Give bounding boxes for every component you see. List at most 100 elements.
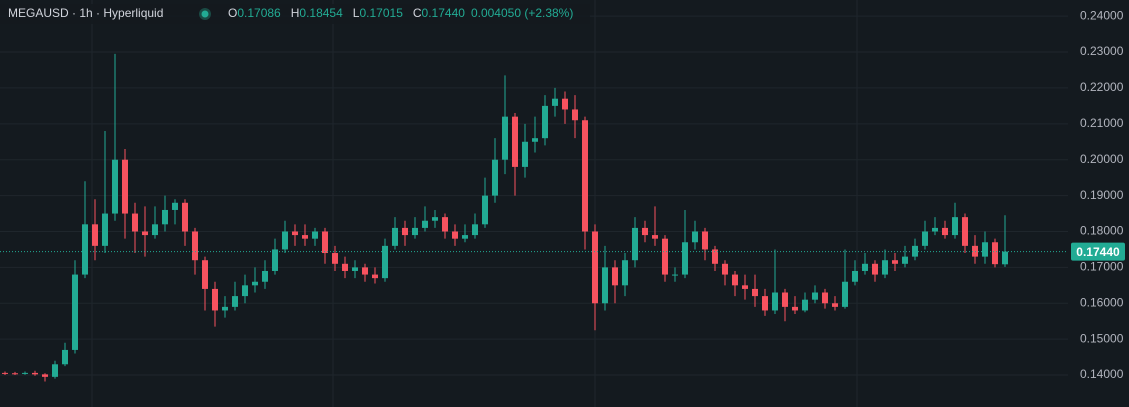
candle-body: [362, 267, 368, 275]
candle-body: [792, 306, 798, 311]
chart-title: MEGAUSD · 1h · Hyperliquid: [8, 6, 163, 20]
candle-body: [532, 138, 538, 142]
candle-body: [732, 274, 738, 286]
candle-body: [242, 285, 248, 297]
candle-body: [862, 263, 868, 271]
candle-body: [552, 98, 558, 106]
candle-body: [752, 288, 758, 297]
y-tick-label: 0.16000: [1080, 295, 1124, 309]
candle-body: [822, 292, 828, 304]
ohlc-value: 0.18454: [299, 6, 343, 20]
candle-body: [432, 217, 438, 221]
candle-body: [882, 260, 888, 275]
candle-body: [932, 227, 938, 232]
candle-body: [2, 372, 8, 374]
candle-body: [392, 227, 398, 246]
y-tick-label: 0.18000: [1080, 224, 1124, 238]
plot-area: [0, 15, 1068, 382]
candle-body: [592, 231, 598, 304]
candle-body: [782, 292, 788, 307]
candle-body: [812, 292, 818, 300]
candle-body: [522, 141, 528, 167]
change: 0.004050 (+2.38%): [471, 6, 573, 20]
candle-body: [702, 231, 708, 250]
candle-body: [672, 274, 678, 276]
candle-body: [922, 231, 928, 246]
candle-body: [312, 231, 318, 239]
last-price-tag: [1071, 242, 1125, 261]
candle-body: [422, 220, 428, 228]
candle-body: [612, 267, 618, 286]
candle-body: [682, 242, 688, 275]
candle-body: [262, 270, 268, 282]
candle-body: [692, 231, 698, 243]
price-axis: 0.14000 0.15000 0.16000 0.17000 0.18000 0.190…: [1071, 8, 1125, 381]
candle-body: [582, 120, 588, 232]
candle-body: [462, 235, 468, 239]
candle-body: [642, 227, 648, 236]
y-tick-label: 0.20000: [1080, 152, 1124, 166]
candle-body: [232, 296, 238, 307]
candle-body: [742, 285, 748, 289]
candle-body: [172, 202, 178, 210]
candle-body: [452, 231, 458, 239]
candle-body: [122, 159, 128, 214]
candle-body: [892, 260, 898, 264]
candle-body: [512, 116, 518, 167]
candle-body: [542, 105, 548, 139]
legend-backdrop: [0, 4, 590, 24]
candle-body: [302, 235, 308, 239]
candle-body: [222, 306, 228, 311]
candle-body: [332, 253, 338, 264]
y-tick-label: 0.24000: [1080, 8, 1124, 22]
candle-body: [572, 109, 578, 121]
candle-body: [602, 267, 608, 304]
candle-body: [852, 270, 858, 282]
candle-body: [142, 231, 148, 236]
candle-body: [272, 249, 278, 271]
candle-body: [942, 227, 948, 236]
candle-body: [132, 213, 138, 232]
candle-body: [632, 227, 638, 261]
candle-body: [322, 231, 328, 254]
ohlc-key: C: [413, 6, 422, 20]
candle-body: [492, 159, 498, 196]
candle-body: [722, 263, 728, 275]
y-tick-label: 0.15000: [1080, 331, 1124, 345]
candle-body: [622, 260, 628, 286]
candle-body: [342, 263, 348, 271]
candle-body: [412, 227, 418, 236]
candle-body: [182, 202, 188, 232]
y-tick-label: 0.17000: [1080, 260, 1124, 274]
candle-body: [112, 159, 118, 214]
candle-body: [62, 349, 68, 365]
candle-body: [32, 372, 38, 375]
candle-body: [72, 274, 78, 350]
ohlc-value: 0.17015: [359, 6, 403, 20]
candle-body: [982, 242, 988, 257]
candle-body: [192, 231, 198, 261]
status-dot: [201, 10, 209, 18]
candle-body: [762, 296, 768, 311]
candle-body: [42, 374, 48, 377]
ohlc-value: 0.17086: [237, 6, 281, 20]
candle-body: [202, 260, 208, 289]
ohlc-value: 0.17440: [422, 6, 466, 20]
y-tick-label: 0.14000: [1080, 367, 1124, 381]
last-price-label: 0.17440: [1076, 245, 1120, 259]
ohlc-legend: O0.17086 H0.18454 L0.17015 C0.17440 0.004050…: [228, 6, 573, 20]
candle-body: [162, 209, 168, 225]
candle-body: [22, 372, 28, 374]
candle-body: [992, 242, 998, 265]
y-tick-label: 0.22000: [1080, 80, 1124, 94]
candle-body: [12, 373, 18, 375]
candle-body: [212, 288, 218, 311]
y-tick-label: 0.19000: [1080, 188, 1124, 202]
candle-body: [372, 274, 378, 279]
candle-body: [152, 224, 158, 236]
candle-body: [902, 256, 908, 264]
candle-body: [282, 231, 288, 250]
candle-body: [352, 267, 358, 271]
candle-body: [502, 116, 508, 160]
